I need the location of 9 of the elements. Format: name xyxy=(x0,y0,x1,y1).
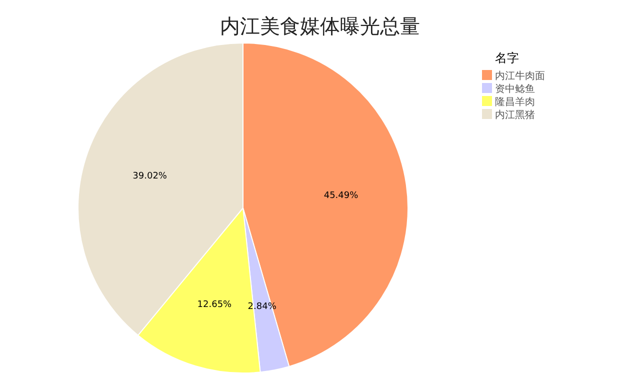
legend-title: 名字 xyxy=(495,51,519,65)
legend-label: 内江牛肉面 xyxy=(495,70,545,82)
data-label: 39.02% xyxy=(132,172,168,182)
legend-label: 资中鲶鱼 xyxy=(495,83,535,95)
data-label: 45.49% xyxy=(324,191,359,202)
data-label: 12.65% xyxy=(197,300,232,310)
chart-title: 内江美食媒体曝光总量 xyxy=(220,14,420,38)
legend-label: 隆昌羊肉 xyxy=(495,96,535,108)
legend-label: 内江黑猪 xyxy=(495,109,535,121)
